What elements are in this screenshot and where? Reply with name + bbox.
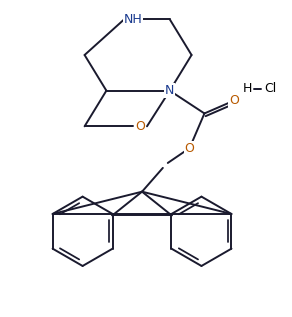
Text: H: H (242, 82, 252, 95)
Text: Cl: Cl (265, 82, 277, 95)
Text: O: O (229, 94, 239, 107)
Text: O: O (185, 142, 194, 155)
Text: N: N (165, 84, 174, 97)
Text: NH: NH (124, 13, 142, 26)
Text: O: O (135, 120, 145, 133)
